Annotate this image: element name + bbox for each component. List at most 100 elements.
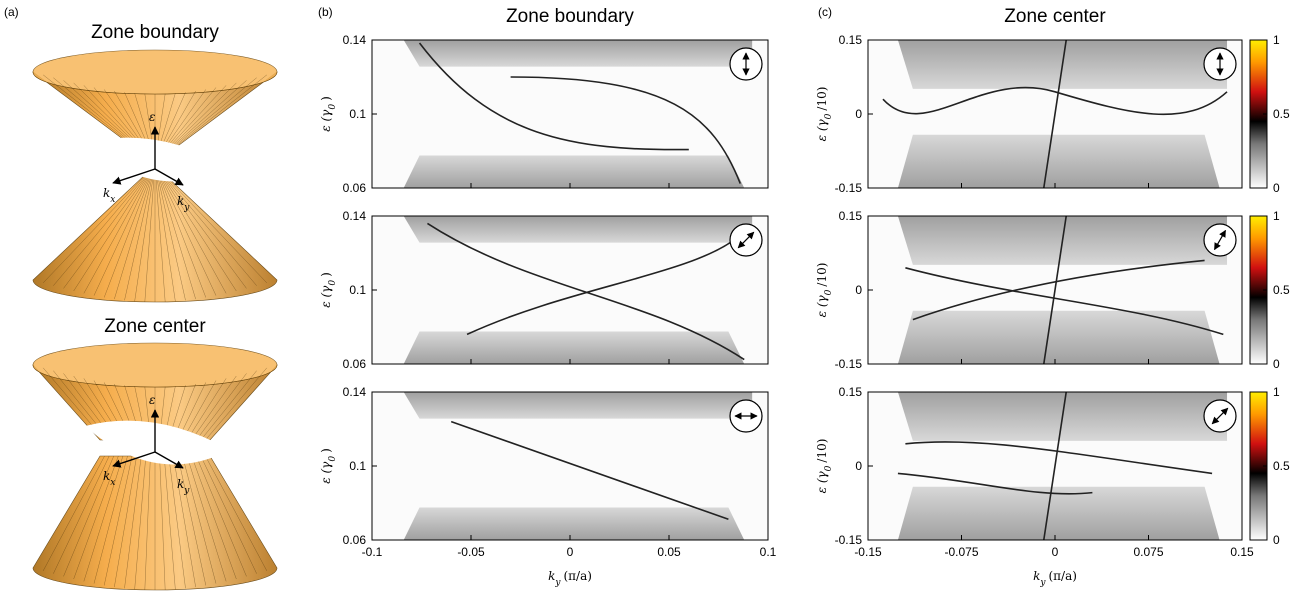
label-rest: /10) [815, 263, 829, 287]
band [403, 155, 745, 188]
y-tick-label: 0.06 [343, 533, 367, 547]
axis-label: ky [177, 194, 190, 213]
y-tick-label: 0 [855, 283, 862, 297]
y-tick-label: 0.14 [343, 33, 367, 47]
axis-arrow [112, 451, 156, 468]
cone-title: Zone boundary [91, 22, 219, 43]
mesh-line [124, 455, 142, 589]
mesh-line [158, 172, 217, 296]
state-curve [511, 77, 741, 184]
axis-label: ε [149, 110, 155, 124]
panel-title: Zone center [1004, 6, 1106, 27]
state-curve [883, 88, 1227, 115]
band [897, 310, 1220, 364]
y-axis-label: ε (γ0/10) [815, 263, 834, 318]
y-tick-label: -0.15 [835, 181, 863, 195]
mesh-line [168, 455, 186, 589]
mesh-line [186, 455, 227, 582]
y-tick-label: 0 [855, 459, 862, 473]
label-sub: y [1039, 578, 1046, 588]
mesh-line [53, 455, 110, 574]
label-sub: 0 [328, 456, 338, 462]
y-tick-label: 0.15 [839, 33, 863, 47]
label-sub: y [554, 578, 561, 588]
x-tick-label: 0.05 [657, 545, 681, 559]
axis-arrow [154, 451, 184, 469]
panel-label: (a) [4, 5, 19, 19]
state-curve [451, 422, 728, 520]
label-rest: ) [319, 448, 333, 453]
y-axis-label: ε (γ0/10) [815, 87, 834, 142]
label-rest: (π/a) [563, 569, 591, 583]
cone-rim [32, 49, 278, 95]
colorbar-tick-label: 0.5 [1273, 107, 1290, 121]
x-tick-label: -0.075 [944, 545, 978, 559]
y-tick-label: 0.06 [343, 357, 367, 371]
gap [85, 420, 230, 465]
label-sub: 0 [824, 465, 834, 471]
x-tick-label: 0 [1052, 545, 1059, 559]
x-axis-label: ky (π/a) [548, 569, 592, 588]
mesh-line [196, 373, 247, 441]
axis-label: ky [177, 477, 190, 496]
mesh-line [163, 455, 176, 590]
label-main: k [103, 469, 110, 483]
mesh-line [191, 375, 237, 441]
mesh-line [83, 172, 151, 294]
state-curve [898, 473, 1092, 493]
x-tick-label: -0.15 [854, 545, 882, 559]
label-sub: 0 [824, 289, 834, 295]
mesh-line [155, 172, 166, 302]
label-main: ε (γ [319, 109, 333, 132]
state-curve [905, 442, 1212, 474]
band [403, 216, 753, 243]
mesh-line [156, 172, 176, 302]
label-main: ε (γ [815, 118, 829, 141]
state-curve [467, 238, 736, 334]
band [403, 40, 753, 67]
mesh-line [157, 172, 196, 300]
mesh-line [186, 378, 227, 441]
y-tick-label: -0.15 [835, 357, 863, 371]
band [403, 507, 745, 540]
mesh-line [114, 172, 153, 300]
mesh-line [196, 455, 247, 577]
mesh-line [134, 455, 147, 590]
label-rest: /10) [815, 87, 829, 111]
axis-label: kx [103, 186, 115, 205]
x-axis-label: ky (π/a) [1033, 569, 1077, 588]
mesh-line [160, 172, 247, 289]
state-curve [427, 223, 744, 359]
label-main: k [548, 569, 555, 583]
polarization-arrow [737, 231, 755, 249]
mesh-line [162, 172, 267, 284]
mesh-line [191, 455, 237, 580]
label-sub: y [183, 486, 190, 496]
mesh-line [159, 172, 227, 294]
state-curve [420, 43, 689, 150]
y-tick-label: 0.06 [343, 181, 367, 195]
label-sub: 0 [328, 104, 338, 110]
x-tick-label: 0.1 [760, 545, 777, 559]
label-main: ε (γ [319, 461, 333, 484]
mesh-line [200, 370, 257, 441]
mesh-line [63, 455, 114, 577]
y-tick-label: 0 [855, 107, 862, 121]
label-sub: 0 [824, 113, 834, 119]
mesh-line [93, 172, 152, 296]
label-rest: (π/a) [1048, 569, 1076, 583]
label-sub: y [183, 203, 190, 213]
colorbar-tick-label: 1 [1273, 209, 1280, 223]
x-tick-label: 0 [567, 545, 574, 559]
polarization-arrow [1213, 229, 1227, 251]
y-tick-label: 0.14 [343, 385, 367, 399]
panel-label: (b) [318, 5, 333, 19]
panel-label: (c) [818, 5, 832, 19]
polarization-arrow [1211, 407, 1229, 425]
mesh-line [103, 455, 133, 586]
mesh-line [158, 172, 207, 298]
colorbar-tick-label: 0.5 [1273, 459, 1290, 473]
mesh-line [159, 455, 166, 590]
mesh-line [161, 172, 257, 286]
